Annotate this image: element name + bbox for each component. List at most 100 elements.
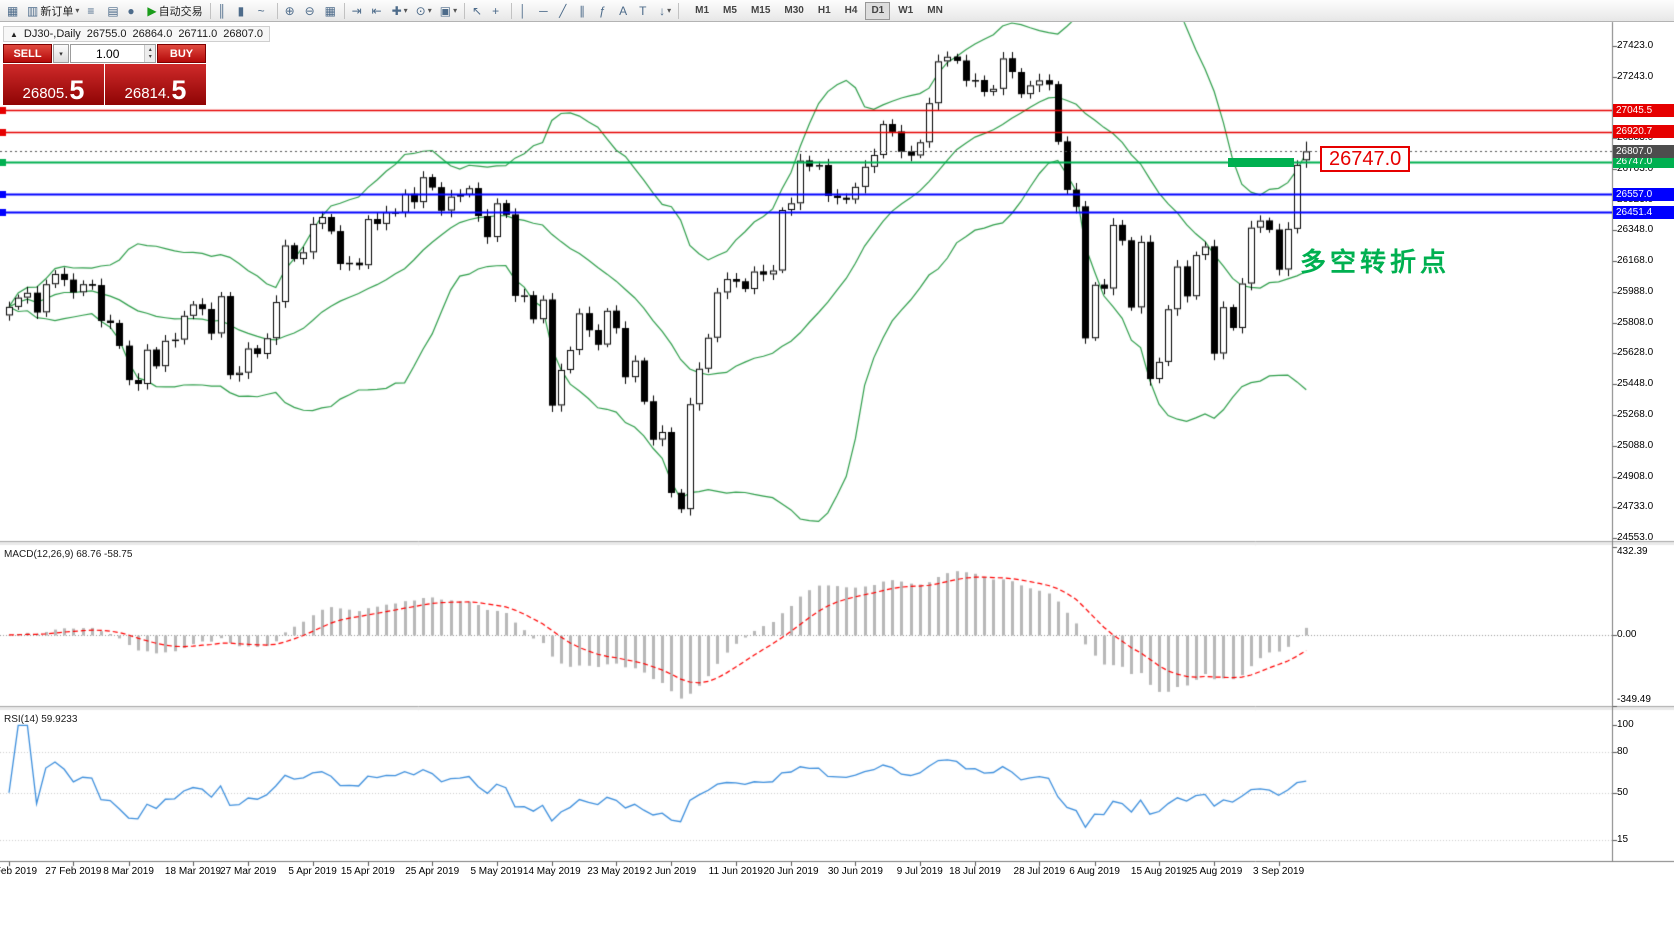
volume-up-icon[interactable]: ▴	[148, 46, 152, 53]
timeframe-d1-button[interactable]: D1	[865, 1, 891, 20]
buy-button[interactable]: BUY	[157, 44, 206, 63]
timeframe-mn-button[interactable]: MN	[921, 2, 949, 20]
time-axis-label: 27 Feb 2019	[45, 866, 102, 877]
volume-down-icon[interactable]: ▾	[148, 53, 152, 60]
vertical-line-button[interactable]: │	[515, 1, 535, 20]
time-axis-label: 2 Jun 2019	[646, 866, 697, 877]
tile-windows-button[interactable]: ▦	[321, 1, 341, 20]
text-label-button[interactable]: T	[635, 1, 655, 20]
zoom-out-button[interactable]: ⊖	[301, 1, 321, 20]
new-chart-icon: ▦	[7, 3, 19, 18]
horizontal-line-icon: ─	[539, 3, 548, 18]
new-chart-button[interactable]: ▦	[3, 1, 23, 20]
time-axis-label: 20 Jun 2019	[763, 866, 819, 877]
volume-input[interactable]	[71, 45, 145, 62]
price-axis-label: 27243.0	[1617, 70, 1654, 82]
timeframe-w1-button[interactable]: W1	[892, 2, 919, 20]
buy-price-main: 26814.	[124, 85, 171, 102]
main-toolbar: ▦ ▥ 新订单 ▾ ≡ ▤ ● ▶ 自动交易 ║ ▮ ~ ⊕ ⊖ ▦ ⇥ ⇤ ✚ ▾ ⊙ ▾ ▣ ▾ ↖ + │ ─ ╱ ∥ ƒ A T ↓ ▾ …	[0, 0, 1674, 22]
time-axis-label: 15 Apr 2019	[340, 866, 395, 877]
volume-stepper: ▴ ▾	[144, 45, 155, 62]
horizontal-line-button[interactable]: ─	[535, 1, 555, 20]
ohlc-open: 26755.0	[86, 28, 127, 40]
chart-shift-icon: ⇤	[371, 3, 382, 18]
timeframe-h4-button[interactable]: H4	[839, 2, 864, 20]
rsi-axis-label: 80	[1617, 746, 1629, 758]
timeframe-m1-button[interactable]: M1	[689, 2, 715, 20]
time-axis-label: 9 Jul 2019	[896, 866, 943, 877]
fibonacci-button[interactable]: ƒ	[595, 1, 615, 20]
toolbar-separator	[209, 2, 211, 19]
line-chart-icon: ~	[257, 3, 265, 18]
timeframe-h1-button[interactable]: H1	[812, 2, 837, 20]
chart-shift-button[interactable]: ⇤	[368, 1, 388, 20]
timeframe-m15-button[interactable]: M15	[745, 2, 776, 20]
candlestick-chart-button[interactable]: ▮	[234, 1, 254, 20]
navigator-button[interactable]: ●	[123, 1, 143, 20]
line-chart-button[interactable]: ~	[254, 1, 274, 20]
sell-button[interactable]: SELL	[3, 44, 52, 63]
buy-price[interactable]: 26814. 5	[105, 64, 206, 105]
new-order-label: 新订单	[40, 5, 74, 18]
trendline-button[interactable]: ╱	[555, 1, 575, 20]
highlight-rectangle[interactable]	[1228, 157, 1294, 167]
autotrading-button[interactable]: ▶ 自动交易	[143, 1, 206, 20]
text-button[interactable]: A	[615, 1, 635, 20]
time-axis-label: 8 Mar 2019	[103, 866, 154, 877]
data-window-button[interactable]: ▤	[103, 1, 123, 20]
price-axis-label: 24553.0	[1617, 531, 1654, 543]
symbol-period-label: DJ30-,Daily	[23, 28, 81, 40]
toolbar-buttons: ▦ ▥ 新订单 ▾ ≡ ▤ ● ▶ 自动交易 ║ ▮ ~ ⊕ ⊖ ▦ ⇥ ⇤ ✚ ▾ ⊙ ▾ ▣ ▾ ↖ + │ ─ ╱ ∥ ƒ A T ↓ ▾	[3, 1, 682, 20]
price-callout[interactable]: 26747.0	[1320, 146, 1411, 172]
chart-ohlc-readout: ▲ DJ30-,Daily 26755.0 26864.0 26711.0 26…	[3, 26, 271, 42]
indicators-button[interactable]: ✚ ▾	[388, 1, 412, 20]
time-axis-label: 28 Jul 2019	[1013, 866, 1066, 877]
market-watch-button[interactable]: ≡	[83, 1, 103, 20]
sell-price[interactable]: 26805. 5	[3, 64, 104, 105]
current-price-badge: 26807.0	[1613, 144, 1674, 158]
price-axis-label: 25988.0	[1617, 285, 1654, 297]
toolbar-separator	[678, 2, 680, 19]
toolbar-separator	[511, 2, 513, 19]
periods-button[interactable]: ⊙ ▾	[412, 1, 436, 20]
buy-price-pips: 5	[171, 75, 187, 105]
time-axis-label: 18 Jul 2019	[949, 866, 1001, 877]
cursor-button[interactable]: ↖	[468, 1, 488, 20]
rsi-axis-label: 15	[1617, 833, 1629, 845]
time-axis-label: 3 Sep 2019	[1253, 866, 1305, 877]
turning-point-annotation[interactable]: 多空转折点	[1300, 247, 1451, 277]
collapse-triangle-icon[interactable]: ▲	[10, 29, 18, 39]
toolbar-separator	[343, 2, 345, 19]
rsi-indicator-label: RSI(14) 59.9233	[4, 714, 78, 725]
sell-price-main: 26805.	[22, 85, 69, 102]
chevron-down-icon: ▾	[75, 6, 80, 15]
new-order-icon: ▥	[27, 3, 39, 18]
sell-price-pips: 5	[69, 75, 85, 105]
time-axis-label: 30 Jun 2019	[827, 866, 883, 877]
equidistant-channel-button[interactable]: ∥	[575, 1, 595, 20]
chevron-down-icon: ▾	[427, 6, 432, 15]
one-click-trading-panel: SELL ▾ ▴ ▾ BUY 26805. 5 26814. 5	[3, 44, 206, 105]
time-axis-label: 6 Aug 2019	[1069, 866, 1120, 877]
crosshair-button[interactable]: +	[488, 1, 508, 20]
auto-scroll-button[interactable]: ⇥	[348, 1, 368, 20]
price-axis-label: 24908.0	[1617, 470, 1654, 482]
autotrading-label: 自动交易	[158, 5, 203, 18]
templates-button[interactable]: ▣ ▾	[436, 1, 461, 20]
arrows-button[interactable]: ↓ ▾	[655, 1, 675, 20]
bar-chart-button[interactable]: ║	[214, 1, 234, 20]
zoom-in-icon: ⊕	[284, 3, 295, 18]
time-axis-label: 23 May 2019	[587, 866, 646, 877]
bar-chart-icon: ║	[217, 3, 227, 18]
timeframe-m5-button[interactable]: M5	[717, 2, 743, 20]
time-axis-label: 14 May 2019	[522, 866, 581, 877]
volume-dropdown[interactable]: ▾	[53, 44, 69, 63]
timeframe-m30-button[interactable]: M30	[778, 2, 809, 20]
ohlc-low: 26711.0	[178, 28, 218, 40]
time-axis-label: 25 Apr 2019	[405, 866, 460, 877]
toolbar-separator	[464, 2, 466, 19]
zoom-in-button[interactable]: ⊕	[281, 1, 301, 20]
new-order-button[interactable]: ▥ 新订单 ▾	[23, 1, 83, 20]
data-window-icon: ▤	[107, 3, 119, 18]
